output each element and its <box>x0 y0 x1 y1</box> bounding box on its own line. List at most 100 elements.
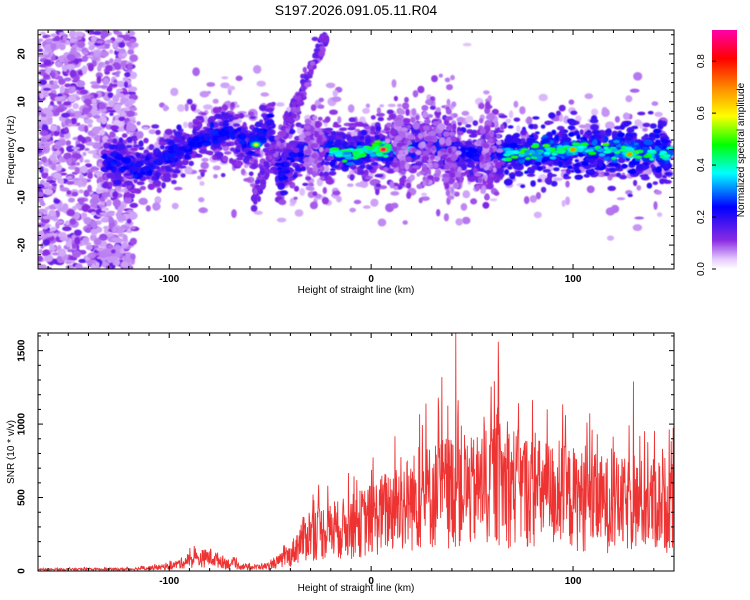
spectrogram-blob <box>123 196 132 204</box>
spectrogram-blob <box>360 129 367 136</box>
spectrogram-blob <box>47 118 52 124</box>
spectrogram-blob <box>74 31 84 38</box>
spectrogram-blob <box>129 237 137 245</box>
spectrogram-blob <box>518 153 525 158</box>
spectrogram-blob <box>523 196 530 205</box>
spectrogram-blob <box>50 33 57 38</box>
spectrogram-blob <box>514 137 522 143</box>
spectrogram-blob <box>118 204 125 212</box>
spectrogram-blob <box>138 146 145 151</box>
spectrogram-blob <box>498 114 508 119</box>
spectrogram-blob <box>331 96 342 102</box>
spectrogram-blob <box>38 230 45 239</box>
spectrogram-blob <box>77 40 86 49</box>
spectrogram-blob <box>200 207 206 213</box>
spectrogram-blob <box>197 175 202 180</box>
spectrogram-blob <box>117 226 126 233</box>
spectrogram-blob <box>290 153 295 158</box>
spectrogram-blob <box>107 244 114 249</box>
spectrogram-blob <box>329 109 338 115</box>
spectrogram-blob <box>59 96 65 100</box>
spectrogram-blob <box>105 65 113 72</box>
spectrogram-blob <box>78 189 84 194</box>
spectrogram-blob <box>507 125 514 129</box>
spectrogram-blob <box>87 150 98 155</box>
spectrogram-blob <box>180 173 186 178</box>
spectrogram-blob <box>654 111 663 117</box>
spectrogram-blob <box>227 85 236 91</box>
spectrogram-blob <box>63 57 68 63</box>
spectrogram-blob <box>160 165 165 172</box>
spectrogram-blob <box>221 76 229 80</box>
spectrogram-blob <box>524 170 529 174</box>
spectrogram-blob <box>95 72 103 79</box>
spectrogram-blob <box>375 188 380 196</box>
spectrogram-blob <box>223 151 232 155</box>
spectrogram-blob <box>210 130 218 135</box>
spectrogram-blob <box>509 174 515 180</box>
spectrogram-blob <box>113 79 118 83</box>
spectrogram-blob <box>328 170 337 176</box>
spectrogram-blob <box>61 112 71 118</box>
spectrogram-blob <box>109 83 118 87</box>
spectrogram-blob <box>81 212 88 219</box>
spectrogram-blob <box>127 98 136 105</box>
spectrogram-blob <box>607 185 616 191</box>
spectrogram-blob <box>82 151 87 157</box>
spectrogram-blob <box>345 134 353 141</box>
spectrogram-blob <box>75 162 80 166</box>
spectrogram-blob <box>109 58 114 64</box>
spectrogram-blob <box>429 105 436 110</box>
spectrogram-blob <box>66 158 72 166</box>
spectrogram-blob <box>143 137 149 144</box>
spectrogram-blob <box>99 212 107 216</box>
spectrogram-blob <box>500 123 505 131</box>
spectrogram-blob <box>278 199 287 206</box>
spectrogram-blob <box>610 204 620 214</box>
spectrogram-blob <box>643 133 649 138</box>
spectrogram-blob <box>66 145 75 153</box>
spectrogram-blob <box>199 90 210 98</box>
spectrogram-blob <box>580 142 589 146</box>
spectrogram-blob <box>302 182 309 187</box>
spectrogram-blob <box>68 113 76 118</box>
spectrogram-blob <box>92 110 102 115</box>
spectrogram-blob <box>465 124 472 128</box>
spectrogram-blob <box>256 80 266 87</box>
spectrogram-blob <box>537 178 542 183</box>
spectrogram-blob <box>198 148 208 154</box>
spectrogram-blob <box>51 183 57 187</box>
spectrogram-blob <box>634 216 645 220</box>
spectrogram-blob <box>96 247 105 252</box>
spectrogram-blob <box>349 169 354 176</box>
spectrogram-blob <box>275 102 285 107</box>
spectrogram-blob <box>347 127 356 131</box>
spectrogram-blob <box>115 173 121 180</box>
spectrogram-blob <box>161 182 166 189</box>
spectrogram-blob <box>115 259 121 266</box>
spectrogram-blob <box>100 197 106 202</box>
spectrogram-blob <box>526 173 536 177</box>
spectrogram-blob <box>505 150 514 154</box>
spectrogram-blob <box>53 172 62 179</box>
spectrogram-blob <box>122 234 128 242</box>
spectrogram-blob <box>510 162 518 168</box>
spectrogram-blob <box>572 163 581 168</box>
spectrogram-blob <box>586 163 596 168</box>
spectrogram-blob <box>90 211 96 216</box>
spectrogram-blob <box>248 171 254 177</box>
spectrogram-blob <box>214 151 224 158</box>
spectrogram-blob <box>49 209 56 217</box>
spectrogram-blob <box>592 129 601 135</box>
spectrogram-blob <box>233 118 243 124</box>
spectrogram-blob <box>90 197 101 205</box>
spectrogram-blob <box>598 153 606 157</box>
spectrogram-blob <box>542 169 551 173</box>
spectrogram-blob <box>515 163 524 171</box>
spectrogram-blob <box>38 208 47 214</box>
spectrogram-blob <box>386 109 394 115</box>
spectrogram-blob <box>563 176 572 180</box>
spectrogram-blob <box>90 263 97 269</box>
spectrogram-blob <box>90 35 97 43</box>
spectrogram-blob <box>107 39 114 43</box>
